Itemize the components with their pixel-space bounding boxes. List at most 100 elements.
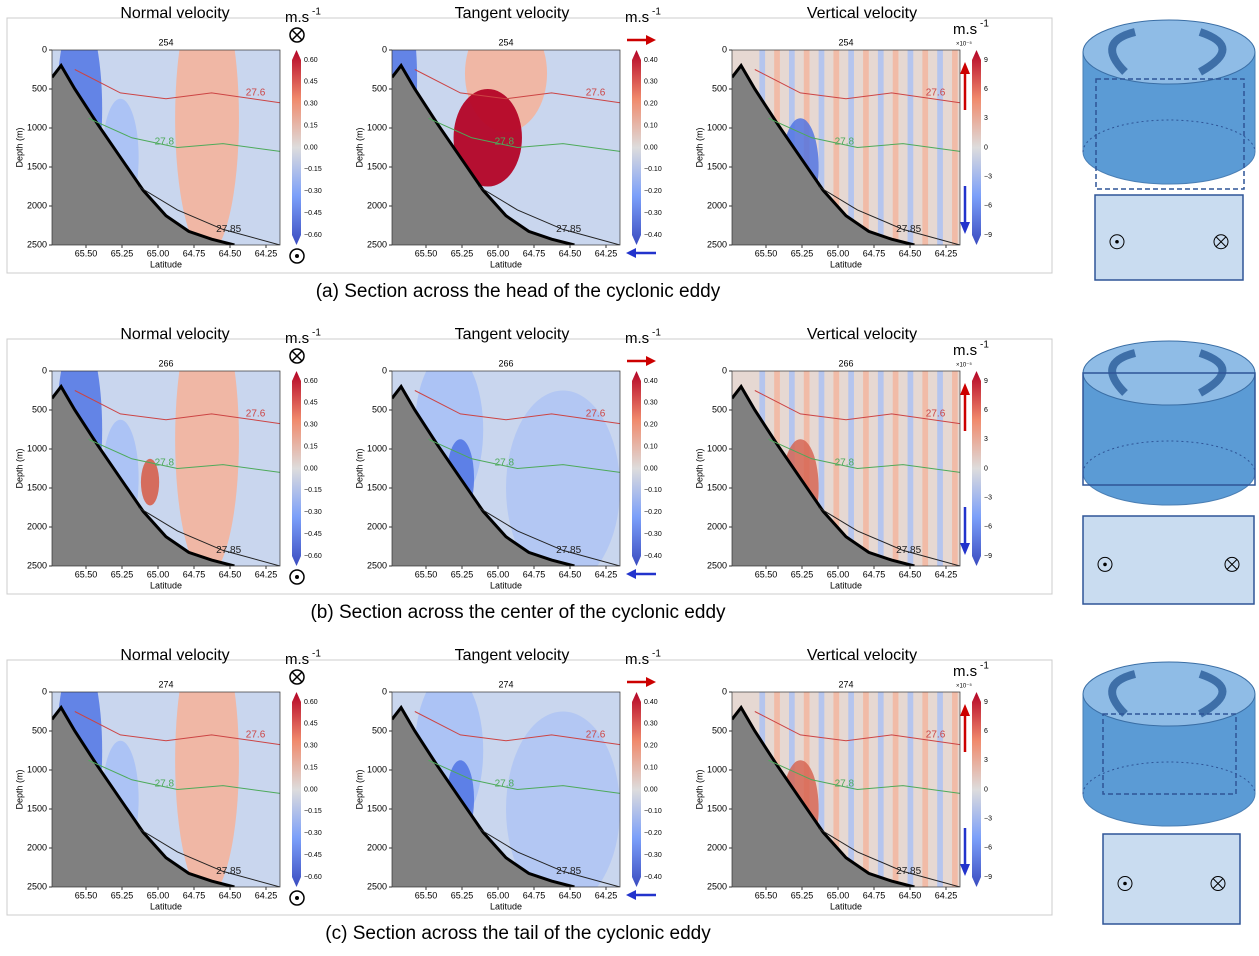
isopycnal-27-85 <box>138 507 280 566</box>
isopycnal-label: 27.85 <box>216 866 241 877</box>
x-tick-label: 65.25 <box>111 890 134 900</box>
x-tick-label: 65.00 <box>827 569 850 579</box>
colorbar-tick-label: −0.15 <box>304 166 322 173</box>
field <box>892 692 899 887</box>
frame-number: 254 <box>498 37 513 47</box>
into-symbol-x <box>1212 878 1224 889</box>
bathymetry <box>392 65 575 245</box>
isopycnal-label: 27.85 <box>556 224 581 235</box>
seafloor <box>732 704 915 887</box>
panel-title: Tangent velocity <box>455 647 570 664</box>
frame-number: 266 <box>838 358 853 368</box>
colorbar-tick-label: 0.45 <box>304 721 318 728</box>
colorbar-tick-label: −6 <box>984 845 992 852</box>
into-symbol <box>1213 234 1229 250</box>
colorbar <box>292 371 301 566</box>
x-tick-label: 64.50 <box>219 248 242 258</box>
colorbar-tick-label: −6 <box>984 524 992 531</box>
unit-exponent: -1 <box>312 7 321 18</box>
isopycnal-27-6 <box>754 711 960 746</box>
y-tick-label: 2500 <box>367 239 387 249</box>
colorbar-tick-label: 3 <box>984 757 988 764</box>
seafloor <box>392 704 575 887</box>
colorbar-tick-label: −0.15 <box>304 487 322 494</box>
out-symbol-dot <box>295 896 299 900</box>
colorbar-scale: ×10⁻⁵ <box>956 362 972 369</box>
colorbar-tick-label: 0.30 <box>304 101 318 108</box>
x-axis-label: Latitude <box>490 580 522 590</box>
colorbar-tick-label: −0.30 <box>304 188 322 195</box>
colorbar-tick-label: 6 <box>984 728 988 735</box>
colorbar-tick-label: 0.15 <box>304 764 318 771</box>
isopycnal-label: 27.85 <box>896 545 921 556</box>
y-tick-label: 1500 <box>707 161 727 171</box>
y-axis-label: Depth (m) <box>354 769 364 809</box>
field <box>877 50 884 245</box>
bathymetry <box>392 707 575 887</box>
field <box>848 371 854 566</box>
section-box <box>1102 833 1241 925</box>
y-axis-label: Depth (m) <box>694 448 704 488</box>
colorbar-tick-label: 6 <box>984 86 988 93</box>
plot <box>392 692 620 887</box>
into-symbol-x <box>291 29 303 41</box>
y-tick-label: 2000 <box>367 200 387 210</box>
rotation-arrow <box>1198 28 1227 76</box>
unit: m.s <box>625 651 649 668</box>
colorbar <box>632 371 641 566</box>
x-axis-label: Latitude <box>830 259 862 269</box>
cylinder-body <box>1082 694 1256 827</box>
colorbar <box>292 50 301 245</box>
x-tick-label: 64.75 <box>183 248 206 258</box>
colorbar-tick-label: 0.30 <box>304 422 318 429</box>
field <box>175 692 239 887</box>
field <box>907 371 914 566</box>
isopycnal-label: 27.8 <box>155 778 175 789</box>
field <box>833 371 840 566</box>
isopycnal-label: 27.6 <box>246 88 266 99</box>
unit-exponent: -1 <box>652 328 661 339</box>
frame-number: 254 <box>838 37 853 47</box>
y-tick-label: 2000 <box>707 521 727 531</box>
isopycnal-label: 27.85 <box>896 224 921 235</box>
x-tick-label: 65.00 <box>827 248 850 258</box>
x-tick-label: 65.00 <box>147 569 170 579</box>
seafloor <box>732 383 915 566</box>
x-tick-label: 64.75 <box>863 248 886 258</box>
out-symbol-dot <box>295 575 299 579</box>
y-tick-label: 1500 <box>367 803 387 813</box>
colorbar-tick-label: 0.40 <box>644 57 658 64</box>
x-tick-label: 64.25 <box>595 248 618 258</box>
y-tick-label: 1500 <box>27 161 47 171</box>
seafloor <box>392 62 575 245</box>
colorbar-tick-label: −0.60 <box>304 874 322 881</box>
y-axis-label: Depth (m) <box>354 127 364 167</box>
colorbar-tick-label: 0.30 <box>304 743 318 750</box>
field <box>848 50 854 245</box>
panel-frame <box>6 17 1053 274</box>
unit-exponent: -1 <box>652 649 661 660</box>
colorbar <box>972 692 981 887</box>
panel-title: Normal velocity <box>120 5 229 22</box>
x-axis-label: Latitude <box>150 259 182 269</box>
colorbar-tick-label: −0.20 <box>644 509 662 516</box>
isopycnal-label: 27.6 <box>586 409 606 420</box>
y-tick-label: 500 <box>372 83 387 93</box>
colorbar-tick-label: 0.10 <box>644 443 658 450</box>
x-tick-label: 65.50 <box>755 569 778 579</box>
colorbar-tick-label: −0.20 <box>644 188 662 195</box>
colorbar-tick-label: −3 <box>984 174 992 181</box>
out-symbol <box>289 890 305 906</box>
colorbar-tick-label: −9 <box>984 232 992 239</box>
x-axis-label: Latitude <box>490 259 522 269</box>
y-axis-label: Depth (m) <box>354 448 364 488</box>
y-tick-label: 1500 <box>367 161 387 171</box>
colorbar-tick-label: −0.40 <box>644 874 662 881</box>
isopycnal-label: 27.8 <box>495 778 515 789</box>
field <box>818 692 825 887</box>
x-tick-label: 64.50 <box>899 248 922 258</box>
out-symbol-dot <box>295 254 299 258</box>
arrow-head <box>646 35 656 45</box>
arrow-head <box>960 864 970 876</box>
